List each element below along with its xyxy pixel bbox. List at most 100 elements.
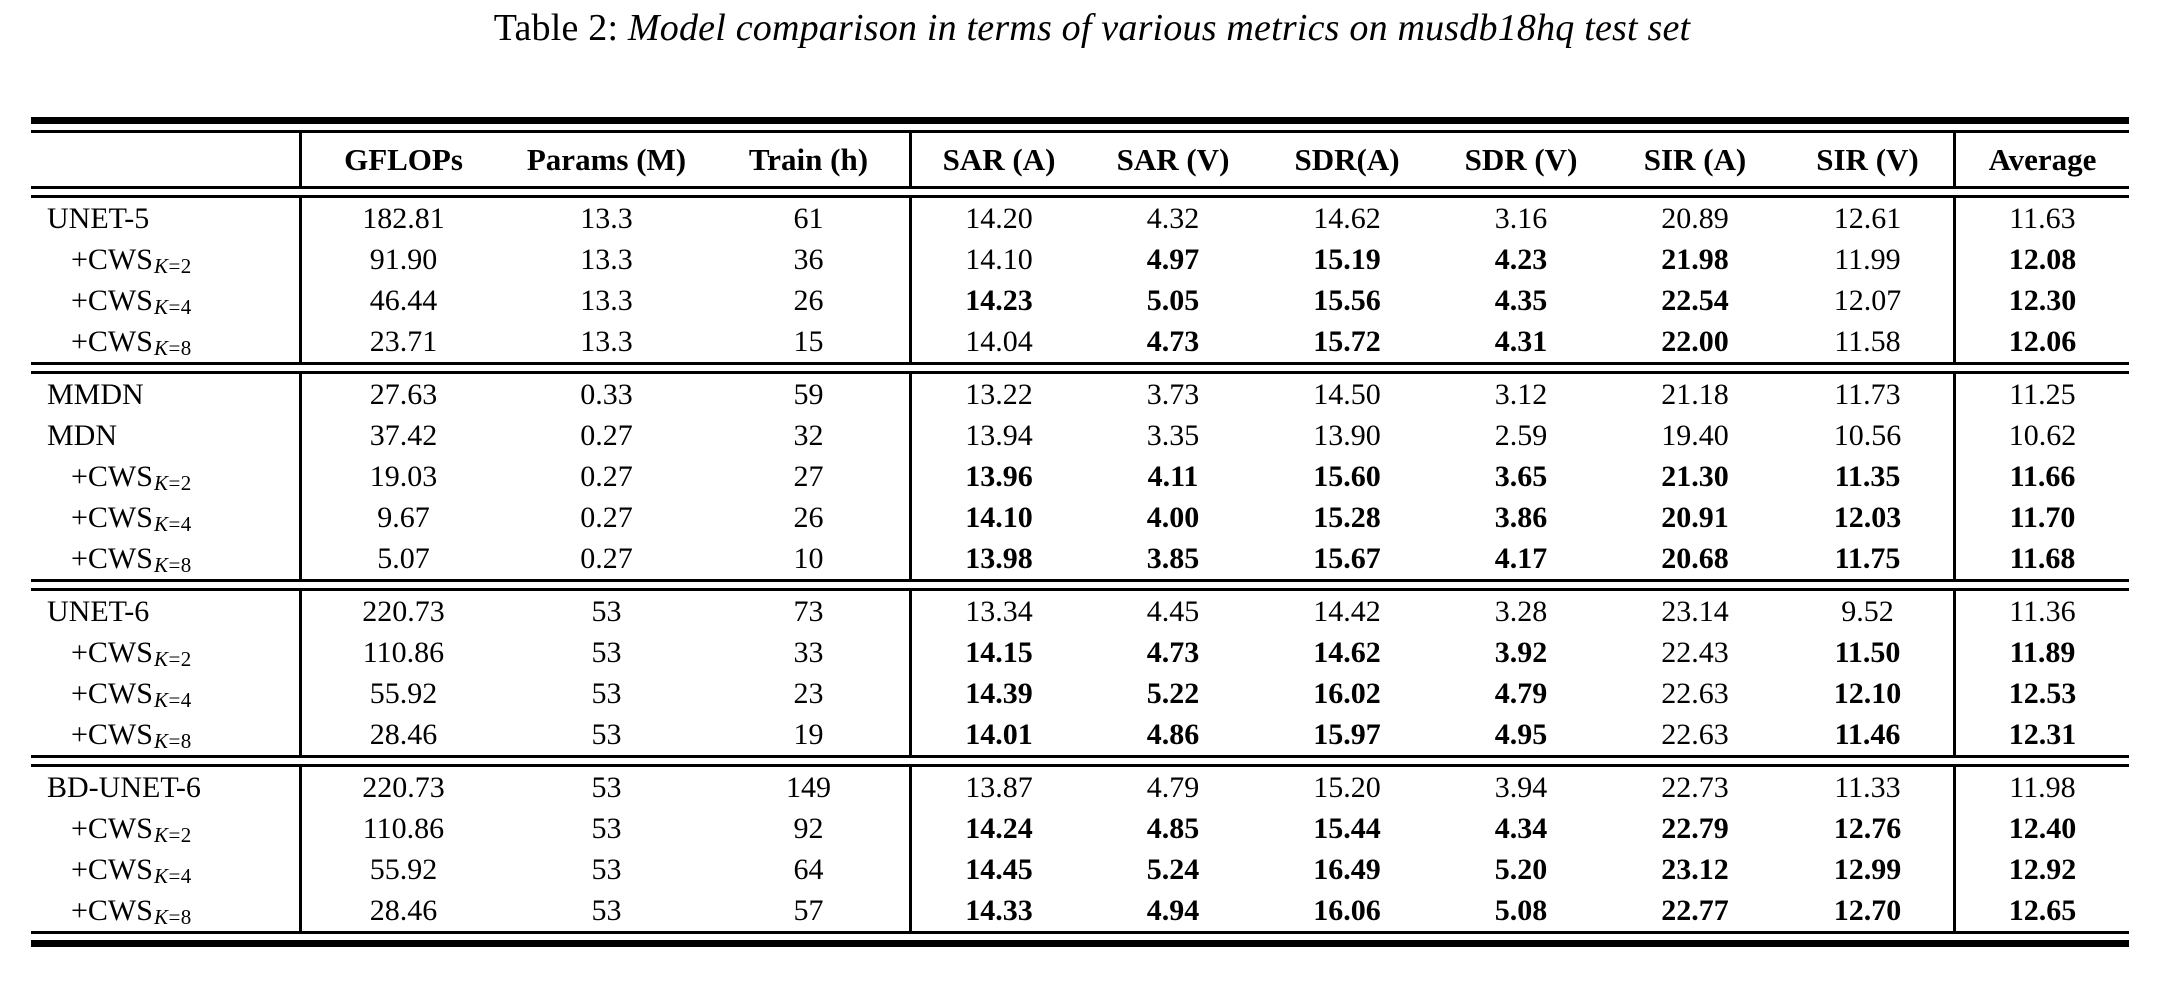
metric-value: 23 bbox=[708, 673, 912, 714]
model-name: +CWS bbox=[71, 811, 153, 845]
caption-text: Model comparison in terms of various met… bbox=[627, 7, 1691, 49]
metric-value: 4.32 bbox=[1146, 201, 1200, 235]
row-label: +CWS K=8 bbox=[31, 538, 302, 579]
row-label: +CWS K=4 bbox=[31, 280, 302, 321]
row-label: +CWS K=2 bbox=[31, 808, 302, 849]
metric-value: 4.86 bbox=[1146, 717, 1200, 751]
metric-value: 3.35 bbox=[1146, 418, 1200, 452]
metric-value: 9.52 bbox=[1782, 591, 1956, 632]
table-row: +CWS K=4 55.92 53 23 14.39 5.22 16.02 4.79 22.63 1… bbox=[31, 673, 2129, 714]
row-label: +CWS K=2 bbox=[31, 239, 302, 280]
metric-value: 4.34 bbox=[1494, 811, 1548, 845]
metric-value: 2.59 bbox=[1494, 418, 1548, 452]
model-subscript: K=2 bbox=[153, 254, 192, 278]
metric-value: 4.94 bbox=[1146, 893, 1200, 927]
table-row: +CWS K=2 19.03 0.27 27 13.96 4.11 15.60 3.65 21.3… bbox=[31, 456, 2129, 497]
caption-label: Table 2: bbox=[493, 7, 619, 49]
metric-value: 12.10 bbox=[1782, 673, 1956, 714]
table-rule bbox=[31, 362, 2129, 374]
metric-value: 15.72 bbox=[1313, 324, 1381, 358]
metric-value: 13.3 bbox=[580, 283, 633, 317]
metric-value: 3.85 bbox=[1146, 541, 1200, 575]
metric-value: 4.23 bbox=[1494, 242, 1548, 276]
table-row: UNET-6 220.73 53 73 13.34 4.45 14.42 3.28 23.14 9… bbox=[31, 591, 2129, 632]
metric-value: 12.70 bbox=[1782, 890, 1956, 931]
column-header: SAR (V) bbox=[1116, 141, 1230, 177]
metric-value: 21.30 bbox=[1661, 459, 1729, 493]
metric-value: 14.10 bbox=[965, 242, 1033, 276]
metric-value: 37.42 bbox=[369, 418, 438, 452]
table-row: UNET-5 182.81 13.3 61 14.20 4.32 14.62 3.16 20.8… bbox=[31, 198, 2129, 239]
metric-value: 53 bbox=[591, 811, 622, 845]
metric-value: 14.45 bbox=[965, 852, 1033, 886]
metric-value: 16.06 bbox=[1313, 893, 1381, 927]
metric-value: 26 bbox=[708, 497, 912, 538]
metric-value: 14.23 bbox=[965, 283, 1033, 317]
metric-value: 53 bbox=[591, 852, 622, 886]
row-label: UNET-5 bbox=[31, 198, 302, 239]
table-row: BD-UNET-6 220.73 53 149 13.87 4.79 15.20 3.94 22… bbox=[31, 767, 2129, 808]
metric-value: 0.27 bbox=[580, 418, 633, 452]
metric-value: 4.31 bbox=[1494, 324, 1548, 358]
metric-value: 110.86 bbox=[362, 811, 445, 845]
metric-value: 0.27 bbox=[580, 541, 633, 575]
metric-value: 22.63 bbox=[1661, 676, 1729, 710]
column-header: SDR (V) bbox=[1464, 141, 1578, 177]
model-subscript: K=8 bbox=[153, 553, 192, 577]
metric-value: 53 bbox=[591, 676, 622, 710]
metric-value: 12.30 bbox=[2008, 283, 2077, 317]
metric-value: 11.99 bbox=[1782, 239, 1956, 280]
metric-value: 20.91 bbox=[1661, 500, 1729, 534]
metric-value: 26 bbox=[708, 280, 912, 321]
metric-value: 149 bbox=[708, 767, 912, 808]
model-subscript: K=4 bbox=[153, 688, 192, 712]
metric-value: 12.65 bbox=[2008, 893, 2077, 927]
metric-value: 3.92 bbox=[1494, 635, 1548, 669]
metric-value: 12.61 bbox=[1782, 198, 1956, 239]
table-row: +CWS K=2 110.86 53 33 14.15 4.73 14.62 3.92 22.43… bbox=[31, 632, 2129, 673]
model-name: +CWS bbox=[71, 324, 153, 358]
model-name: UNET-5 bbox=[47, 201, 150, 235]
metric-value: 12.03 bbox=[1782, 497, 1956, 538]
metric-value: 22.43 bbox=[1661, 635, 1729, 669]
table-rule bbox=[31, 186, 2129, 198]
metric-value: 0.27 bbox=[580, 500, 633, 534]
metric-value: 11.68 bbox=[2009, 541, 2076, 575]
metric-value: 14.15 bbox=[965, 635, 1033, 669]
metric-value: 53 bbox=[591, 635, 622, 669]
table-row: +CWS K=4 9.67 0.27 26 14.10 4.00 15.28 3.86 20.91… bbox=[31, 497, 2129, 538]
metric-value: 23.14 bbox=[1661, 594, 1729, 628]
metric-value: 28.46 bbox=[369, 893, 438, 927]
header-row: GFLOPs Params (M) Train (h) SAR (A) SAR (V) S… bbox=[31, 133, 2129, 186]
metric-value: 22.00 bbox=[1661, 324, 1729, 358]
metric-value: 13.98 bbox=[965, 541, 1033, 575]
metric-value: 10.62 bbox=[2008, 418, 2077, 452]
metric-value: 4.85 bbox=[1146, 811, 1200, 845]
metric-value: 22.77 bbox=[1661, 893, 1729, 927]
metric-value: 14.50 bbox=[1313, 377, 1381, 411]
metric-value: 13.3 bbox=[580, 242, 633, 276]
model-subscript: K=4 bbox=[153, 512, 192, 536]
metric-value: 11.66 bbox=[2009, 459, 2076, 493]
metric-value: 15.67 bbox=[1313, 541, 1381, 575]
metric-value: 5.24 bbox=[1146, 852, 1200, 886]
column-header: GFLOPs bbox=[344, 141, 463, 177]
metric-value: 16.02 bbox=[1313, 676, 1381, 710]
metric-value: 13.96 bbox=[965, 459, 1033, 493]
metric-value: 20.68 bbox=[1661, 541, 1729, 575]
model-name: +CWS bbox=[71, 283, 153, 317]
metric-value: 11.89 bbox=[2009, 635, 2076, 669]
model-subscript: K=8 bbox=[153, 336, 192, 360]
metric-value: 4.45 bbox=[1146, 594, 1200, 628]
table-row: +CWS K=2 91.90 13.3 36 14.10 4.97 15.19 4.23 21.9… bbox=[31, 239, 2129, 280]
metric-value: 22.54 bbox=[1661, 283, 1729, 317]
metric-value: 12.92 bbox=[2008, 852, 2077, 886]
metric-value: 11.33 bbox=[1782, 767, 1956, 808]
column-header: SIR (A) bbox=[1643, 141, 1747, 177]
metric-value: 21.98 bbox=[1661, 242, 1729, 276]
metric-value: 3.73 bbox=[1146, 377, 1200, 411]
model-name: MMDN bbox=[47, 377, 144, 411]
row-label: +CWS K=8 bbox=[31, 321, 302, 362]
model-subscript: K=2 bbox=[153, 647, 192, 671]
metrics-table: GFLOPs Params (M) Train (h) SAR (A) SAR (V) S… bbox=[31, 117, 2129, 947]
